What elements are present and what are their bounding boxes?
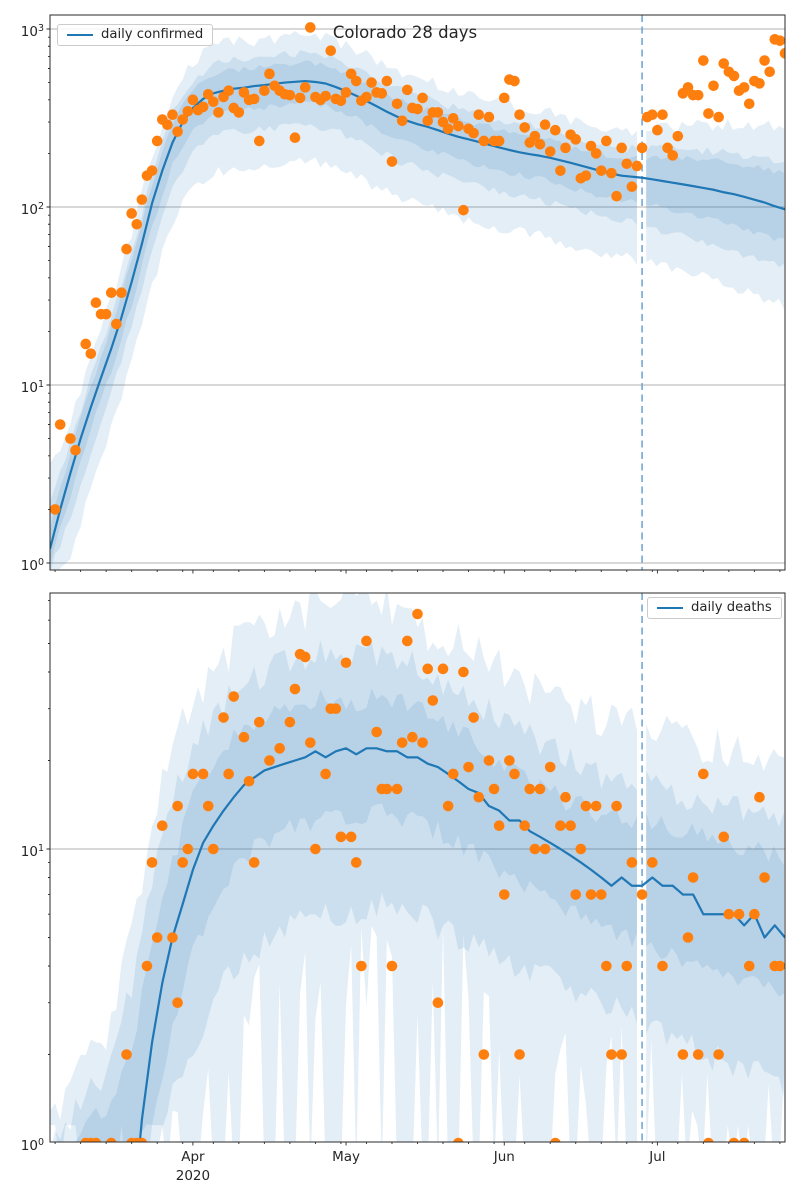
y-tick-label: 103 (20, 22, 44, 40)
x-tick-label: Apr (181, 1149, 205, 1165)
tick-marks (46, 600, 781, 1146)
legend-label-confirmed: daily confirmed (101, 27, 204, 42)
legend-bottom: daily deaths (647, 597, 782, 619)
x-axis-year-label: 2020 (175, 1168, 211, 1184)
credible-band-mid (646, 770, 784, 1097)
y-tick-label: 100 (20, 1136, 44, 1154)
legend-line-icon (657, 606, 683, 609)
credible-band-outer (50, 593, 637, 1142)
x-tick-label: May (332, 1149, 360, 1165)
confirmed-subplot (46, 14, 786, 574)
credible-band-mid (52, 640, 637, 1142)
credible-band-mid (50, 50, 637, 570)
chart-title: Colorado 28 days (332, 23, 478, 42)
deaths-subplot (46, 592, 786, 1146)
median-line (50, 79, 785, 550)
observed-points (50, 22, 785, 515)
y-tick-label: 101 (20, 378, 44, 396)
observed-points (80, 608, 785, 1142)
x-tick-label: Jun (493, 1149, 515, 1165)
legend-top: daily confirmed (57, 24, 214, 46)
x-tick-label: Jul (649, 1149, 666, 1165)
credible-band-outer (646, 118, 784, 309)
y-tick-label: 101 (20, 842, 44, 860)
credible-band-inner (646, 812, 784, 997)
legend-line-icon (67, 33, 93, 36)
y-tick-label: 102 (20, 200, 44, 218)
credible-band-mid (646, 144, 784, 268)
legend-label-deaths: daily deaths (691, 600, 772, 615)
y-tick-label: 100 (20, 556, 44, 574)
tick-marks (46, 28, 781, 574)
credible-band-outer (50, 30, 637, 570)
credible-band-inner (75, 688, 637, 1142)
credible-band-inner (646, 154, 784, 242)
credible-band-outer (646, 715, 784, 1142)
y-gridlines (50, 848, 785, 850)
